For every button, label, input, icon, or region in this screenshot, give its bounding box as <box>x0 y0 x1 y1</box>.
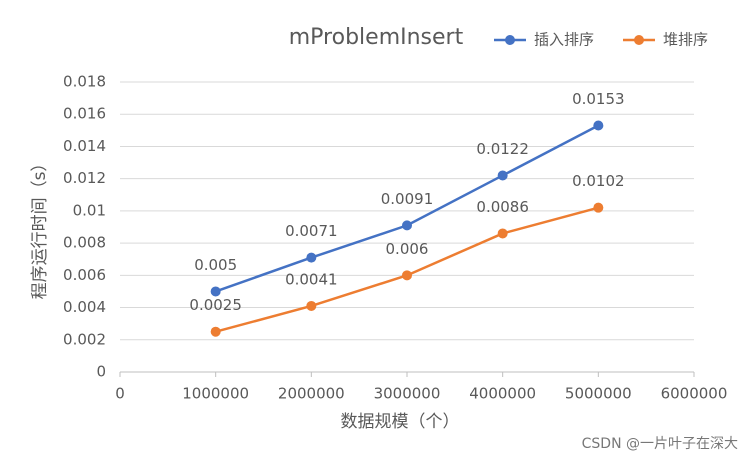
data-label: 0.005 <box>194 256 237 274</box>
x-tick-label: 4000000 <box>469 385 536 403</box>
x-tick-label: 5000000 <box>565 385 632 403</box>
data-point <box>497 228 508 239</box>
y-tick-label: 0.008 <box>63 234 106 252</box>
x-tick-label: 1000000 <box>182 385 249 403</box>
watermark: CSDN @一片叶子在深大 <box>582 436 738 452</box>
data-label: 0.0102 <box>572 172 625 190</box>
x-axis-title: 数据规模（个） <box>341 412 460 432</box>
x-tick-label: 0 <box>115 385 125 403</box>
data-label: 0.0122 <box>476 140 529 158</box>
y-axis-title: 程序运行时间（s） <box>30 155 50 300</box>
y-tick-label: 0.012 <box>63 169 106 187</box>
y-tick-label: 0 <box>96 363 106 381</box>
legend-label: 插入排序 <box>534 31 594 49</box>
data-point <box>402 270 412 281</box>
legend-marker <box>505 35 515 45</box>
data-label: 0.0071 <box>285 222 338 240</box>
y-tick-label: 0.018 <box>63 73 106 91</box>
x-tick-label: 3000000 <box>374 385 441 403</box>
chart-title: mProblemInsert <box>289 25 464 50</box>
data-label: 0.0041 <box>285 270 338 288</box>
data-point <box>306 252 317 263</box>
y-tick-label: 0.006 <box>63 266 106 284</box>
data-point <box>210 286 221 297</box>
data-point <box>593 202 604 213</box>
y-tick-label: 0.004 <box>63 298 106 316</box>
x-tick-label: 2000000 <box>278 385 345 403</box>
legend-marker <box>634 35 644 45</box>
data-label: 0.0153 <box>572 90 625 108</box>
data-label: 0.0086 <box>476 198 529 216</box>
data-label: 0.0091 <box>381 190 434 208</box>
y-tick-label: 0.01 <box>73 201 106 219</box>
legend-label: 堆排序 <box>663 31 708 49</box>
data-point <box>497 170 508 181</box>
y-tick-label: 0.016 <box>63 105 106 123</box>
y-tick-label: 0.002 <box>63 330 106 348</box>
data-label: 0.0025 <box>189 296 242 314</box>
data-point <box>402 220 412 231</box>
y-tick-label: 0.014 <box>63 137 106 155</box>
x-tick-label: 6000000 <box>661 385 728 403</box>
data-point <box>593 120 604 131</box>
data-point <box>306 300 317 311</box>
data-point <box>210 326 221 337</box>
data-label: 0.006 <box>386 240 429 258</box>
